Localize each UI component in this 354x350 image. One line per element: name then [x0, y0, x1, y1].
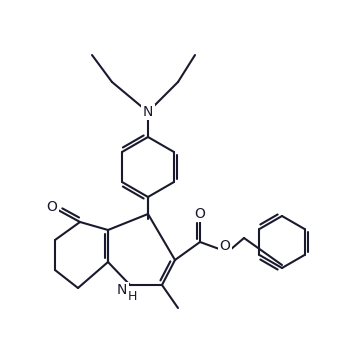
Text: H: H — [127, 290, 137, 303]
Text: N: N — [143, 105, 153, 119]
Text: N: N — [117, 283, 127, 297]
Text: O: O — [195, 207, 205, 221]
Text: O: O — [47, 200, 57, 214]
Text: O: O — [219, 239, 230, 253]
